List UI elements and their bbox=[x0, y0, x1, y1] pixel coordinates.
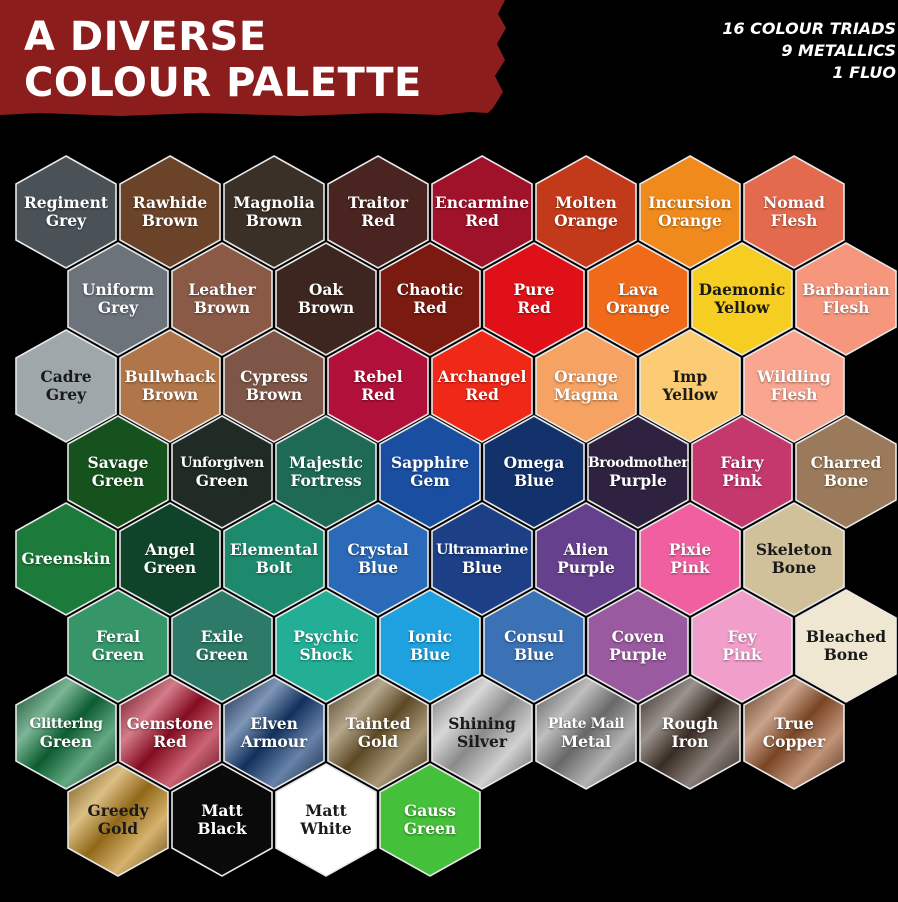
hex-swatch bbox=[275, 589, 377, 703]
hex-swatch bbox=[223, 675, 325, 790]
hex-swatch bbox=[795, 241, 897, 356]
hex-swatch bbox=[379, 589, 481, 703]
hex-swatch bbox=[431, 675, 533, 790]
hex-swatch bbox=[691, 415, 793, 530]
hex-swatch bbox=[691, 589, 793, 703]
hex-swatch bbox=[535, 328, 637, 443]
paint-hex-true-copper: True Copper bbox=[743, 675, 845, 790]
hex-swatch bbox=[431, 155, 533, 269]
hex-swatch bbox=[327, 328, 429, 443]
hex-swatch bbox=[327, 675, 429, 790]
hex-swatch bbox=[795, 589, 897, 703]
paint-hex-rough-iron: Rough Iron bbox=[639, 675, 741, 790]
stat-fluo: 1 FLUO bbox=[832, 63, 896, 82]
hex-swatch bbox=[15, 675, 117, 790]
banner-background bbox=[0, 0, 506, 116]
hex-swatch bbox=[171, 415, 273, 530]
hex-swatch bbox=[379, 415, 481, 530]
hex-swatch bbox=[535, 675, 637, 790]
hex-swatch bbox=[431, 502, 533, 617]
hex-swatch bbox=[119, 502, 221, 617]
hex-swatch bbox=[639, 675, 741, 790]
hex-swatch bbox=[535, 502, 637, 617]
hex-swatch bbox=[275, 415, 377, 530]
hex-swatch bbox=[587, 415, 689, 530]
hex-swatch bbox=[119, 155, 221, 269]
hex-swatch bbox=[15, 328, 117, 443]
title-banner: A DIVERSE COLOUR PALETTE bbox=[0, 0, 510, 118]
hex-swatch bbox=[379, 762, 481, 877]
stat-triads: 16 COLOUR TRIADS bbox=[722, 19, 896, 38]
hex-swatch bbox=[119, 328, 221, 443]
hex-swatch bbox=[67, 762, 169, 877]
paint-hex-matt-black: Matt Black bbox=[171, 762, 273, 877]
hex-swatch bbox=[639, 155, 741, 269]
hex-swatch bbox=[275, 241, 377, 356]
page-title-line-2: COLOUR PALETTE bbox=[24, 60, 422, 106]
hex-swatch bbox=[639, 502, 741, 617]
hex-swatch bbox=[67, 241, 169, 356]
hex-swatch bbox=[743, 155, 845, 269]
hex-swatch bbox=[483, 415, 585, 530]
hex-swatch bbox=[15, 155, 117, 269]
hex-swatch bbox=[171, 762, 273, 877]
hex-swatch bbox=[743, 328, 845, 443]
hex-swatch bbox=[67, 589, 169, 703]
hex-swatch bbox=[535, 155, 637, 269]
hex-swatch bbox=[15, 502, 117, 617]
page-title-line-1: A DIVERSE bbox=[24, 14, 267, 60]
hex-swatch bbox=[587, 241, 689, 356]
hex-swatch bbox=[327, 155, 429, 269]
hex-swatch bbox=[483, 589, 585, 703]
hex-swatch bbox=[743, 502, 845, 617]
hex-swatch bbox=[379, 241, 481, 356]
hex-swatch bbox=[691, 241, 793, 356]
hex-swatch bbox=[275, 762, 377, 877]
hex-swatch bbox=[327, 502, 429, 617]
hex-swatch bbox=[743, 675, 845, 790]
hex-swatch bbox=[587, 589, 689, 703]
paint-hex-gauss-green: Gauss Green bbox=[379, 762, 481, 877]
hex-swatch bbox=[171, 241, 273, 356]
hex-swatch bbox=[223, 155, 325, 269]
palette-stats: 16 COLOUR TRIADS 9 METALLICS 1 FLUO bbox=[722, 18, 896, 84]
hex-swatch bbox=[639, 328, 741, 443]
hex-swatch bbox=[171, 589, 273, 703]
hex-swatch bbox=[795, 415, 897, 530]
hex-swatch bbox=[223, 502, 325, 617]
paint-hex-plate-mail-metal: Plate Mail Metal bbox=[535, 675, 637, 790]
paint-hex-matt-white: Matt White bbox=[275, 762, 377, 877]
hex-swatch bbox=[431, 328, 533, 443]
hex-swatch bbox=[483, 241, 585, 356]
stat-metallics: 9 METALLICS bbox=[781, 41, 896, 60]
paint-hex-greedy-gold: Greedy Gold bbox=[67, 762, 169, 877]
hex-swatch bbox=[67, 415, 169, 530]
hex-swatch bbox=[223, 328, 325, 443]
hex-swatch bbox=[119, 675, 221, 790]
